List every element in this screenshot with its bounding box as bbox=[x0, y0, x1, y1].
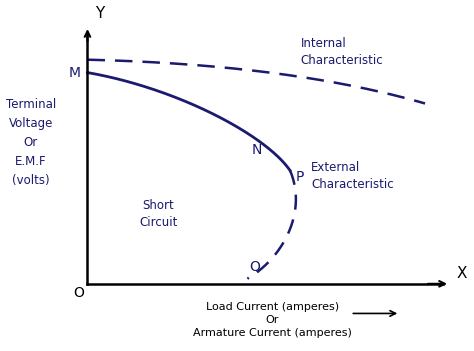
Text: Q: Q bbox=[249, 259, 260, 273]
Text: Load Current (amperes): Load Current (amperes) bbox=[206, 302, 339, 312]
Text: Short
Circuit: Short Circuit bbox=[139, 199, 178, 229]
Text: Internal
Characteristic: Internal Characteristic bbox=[301, 37, 383, 67]
Text: N: N bbox=[251, 143, 262, 157]
Text: External
Characteristic: External Characteristic bbox=[311, 161, 394, 191]
Text: O: O bbox=[73, 286, 84, 300]
Text: Y: Y bbox=[95, 6, 104, 21]
Text: M: M bbox=[68, 66, 81, 80]
Text: Terminal
Voltage
Or
E.M.F
(volts): Terminal Voltage Or E.M.F (volts) bbox=[6, 98, 56, 187]
Text: P: P bbox=[295, 171, 304, 185]
Text: Or: Or bbox=[265, 315, 279, 325]
Text: X: X bbox=[457, 266, 467, 281]
Text: Armature Current (amperes): Armature Current (amperes) bbox=[193, 327, 352, 338]
